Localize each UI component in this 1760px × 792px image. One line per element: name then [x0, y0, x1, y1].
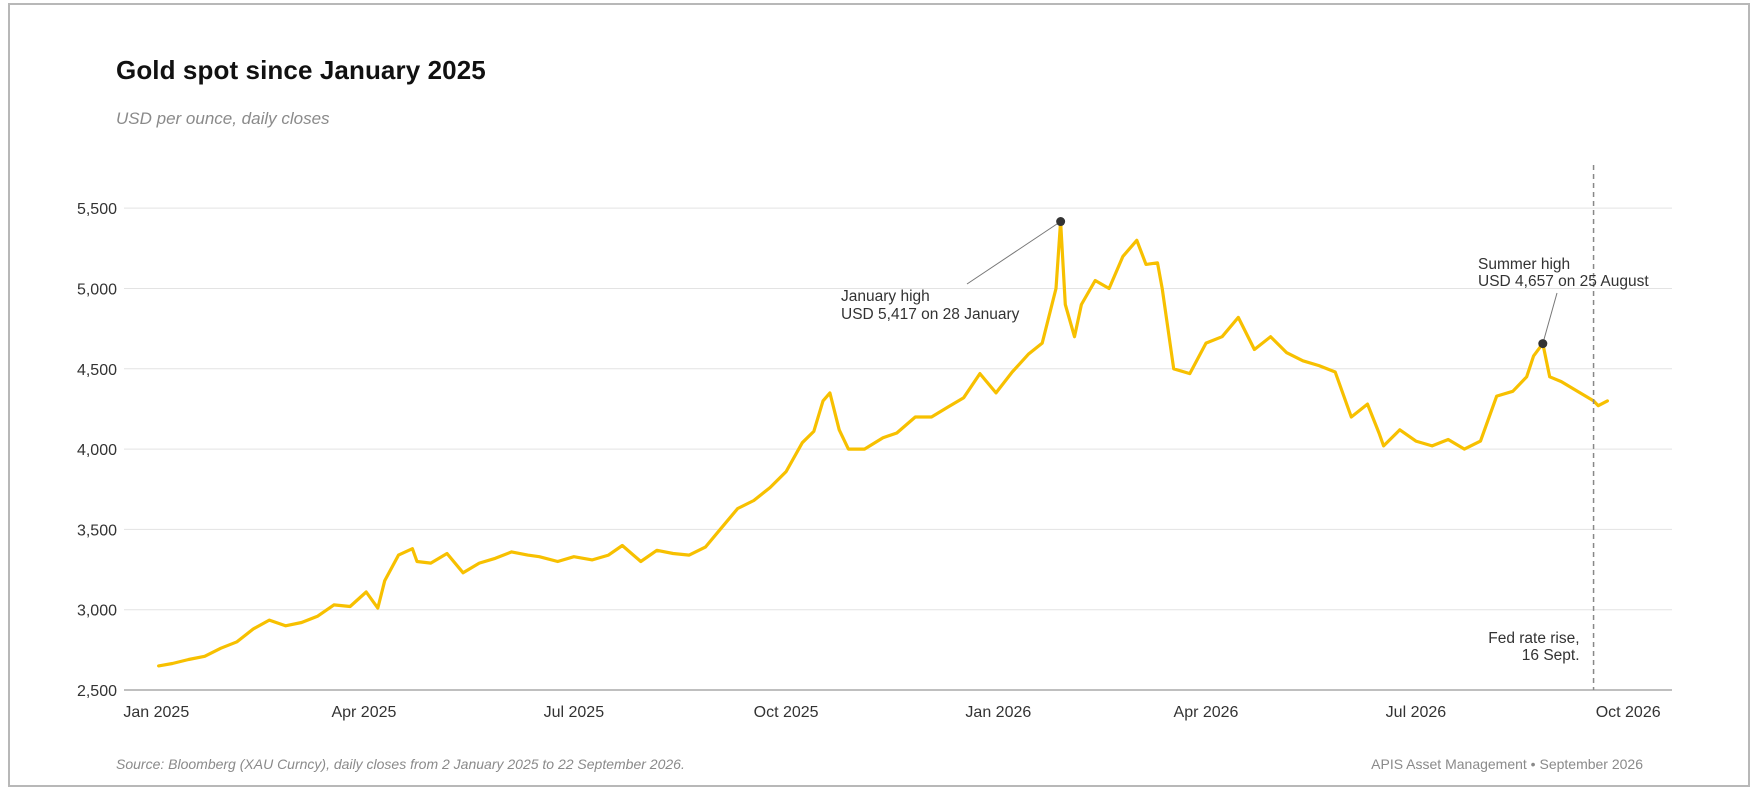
january-high-leader: [966, 221, 1061, 285]
x-tick-label: Apr 2026: [1174, 704, 1239, 721]
credit-note: APIS Asset Management • September 2026: [1371, 756, 1643, 772]
y-tick-label: 3,000: [77, 603, 117, 620]
y-tick-label: 2,500: [77, 683, 117, 700]
axis-layer: 2,500 3,000 3,500 4,000 4,500 5,000 5,500 Jan 2…: [77, 201, 1672, 721]
y-tick-label: 4,000: [77, 442, 117, 459]
summer-high-label-line2: USD 4,657 on 25 August: [1478, 273, 1649, 290]
summer-high-label-line1: Summer high: [1478, 256, 1570, 273]
summer-high-leader: [1542, 292, 1558, 344]
x-tick-label: Jan 2025: [123, 704, 189, 721]
chart-title: Gold spot since January 2025: [116, 55, 486, 85]
chart-subtitle: USD per ounce, daily closes: [116, 109, 330, 128]
x-tick-label: Jul 2025: [544, 704, 605, 721]
fed-event-label-line2: 16 Sept.: [1522, 647, 1580, 664]
january-high-label-line1: January high: [841, 288, 930, 305]
fed-event-label-line1: Fed rate rise,: [1488, 630, 1579, 647]
y-tick-label: 5,000: [77, 281, 117, 298]
january-high-label-line2: USD 5,417 on 28 January: [841, 306, 1020, 323]
x-tick-label: Jan 2026: [965, 704, 1031, 721]
x-tick-label: Apr 2025: [331, 704, 396, 721]
gold-price-line: [157, 219, 1610, 668]
series-layer: [157, 219, 1610, 668]
y-tick-label: 4,500: [77, 362, 117, 379]
x-tick-label: Oct 2025: [754, 704, 819, 721]
january-high-marker: [1056, 217, 1066, 227]
x-tick-label: Oct 2026: [1596, 704, 1661, 721]
x-tick-label: Jul 2026: [1386, 704, 1447, 721]
grid-layer: [124, 207, 1672, 611]
y-tick-label: 5,500: [77, 201, 117, 218]
y-tick-label: 3,500: [77, 522, 117, 539]
source-note: Source: Bloomberg (XAU Curncy), daily cl…: [116, 756, 685, 772]
chart-frame: Gold spot since January 2025 USD per oun…: [8, 3, 1750, 787]
summer-high-marker: [1538, 339, 1548, 349]
